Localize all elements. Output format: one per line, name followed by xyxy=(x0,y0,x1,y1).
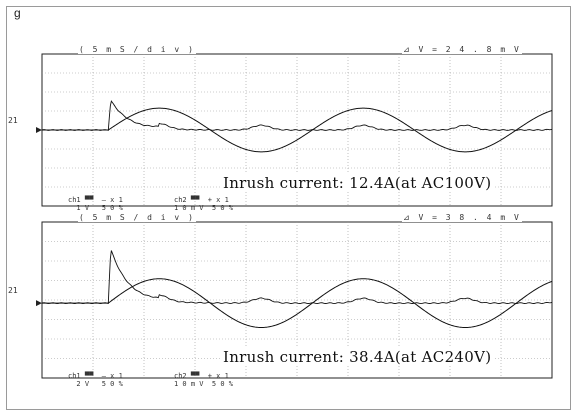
channel-marker: 21 xyxy=(8,116,18,125)
current-trace xyxy=(41,250,553,305)
delta-v-label: ⊿ V = 2 4 . 8 m V xyxy=(402,45,522,54)
delta-v-label: ⊿ V = 3 8 . 4 m V xyxy=(402,213,522,222)
scope-plot-ac240v xyxy=(36,217,553,379)
ch2-footer: ch2 ▀▀ + x 1 1 0 m V 5 0 % xyxy=(174,196,234,212)
ground-marker-icon xyxy=(36,300,42,307)
voltage-trace xyxy=(42,278,553,328)
channel-marker: 21 xyxy=(8,286,18,295)
ch1-footer: ch1 ▀▀ — x 1 1 V 5 0 % xyxy=(68,196,123,212)
timebase-label: ( 5 m S / d i v ) xyxy=(78,213,196,222)
oscilloscope-panel-ac100v: ( 5 m S / d i v ) ⊿ V = 2 4 . 8 m V 21 I… xyxy=(8,45,553,212)
inrush-annotation: Inrush current: 38.4A(at AC240V) xyxy=(220,348,495,366)
figure-frame xyxy=(6,6,571,410)
current-trace xyxy=(41,100,553,131)
timebase-label: ( 5 m S / d i v ) xyxy=(78,45,196,54)
voltage-trace xyxy=(42,107,553,153)
figure-label: g xyxy=(14,6,21,20)
ch1-footer: ch1 ▀▀ — x 1 2 V 5 0 % xyxy=(68,372,123,388)
inrush-annotation: Inrush current: 12.4A(at AC100V) xyxy=(220,174,495,192)
oscilloscope-panel-ac240v: ( 5 m S / d i v ) ⊿ V = 3 8 . 4 m V 21 I… xyxy=(8,213,553,388)
ch2-footer: ch2 ▀▀ + x 1 1 0 m V 5 0 % xyxy=(174,372,234,388)
ground-marker-icon xyxy=(36,127,42,133)
